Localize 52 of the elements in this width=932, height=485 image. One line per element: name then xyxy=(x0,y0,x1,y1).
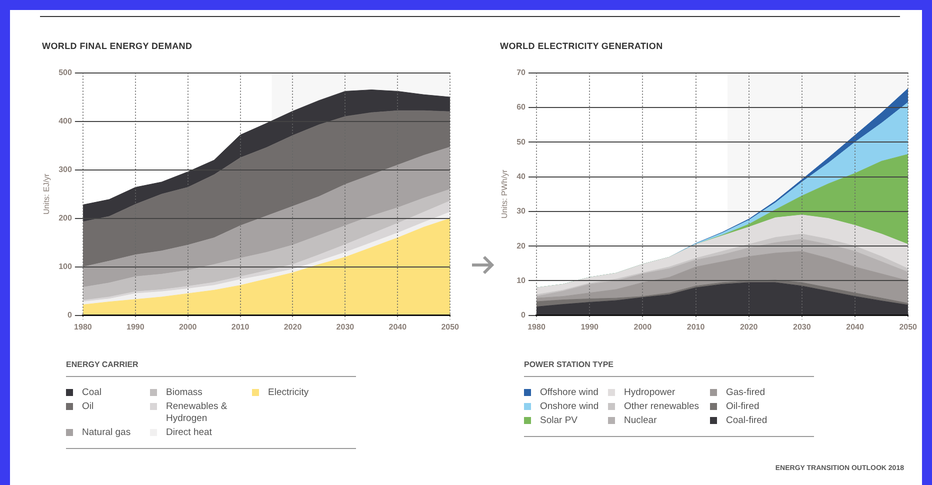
y-tick-label: 30 xyxy=(516,206,526,216)
y-tick-label: 300 xyxy=(58,165,72,174)
y-tick-label: 40 xyxy=(516,172,526,181)
y-tick-label: 50 xyxy=(516,137,526,146)
y-tick-label: 500 xyxy=(58,68,72,78)
x-tick-label: 2010 xyxy=(686,322,706,332)
legend-label: Gas-fired xyxy=(726,387,766,399)
x-tick-label: 1980 xyxy=(528,322,546,332)
x-tick-label: 2050 xyxy=(899,322,918,332)
y-axis-title: Units: EJ/yr xyxy=(42,173,52,215)
x-tick-label: 2020 xyxy=(740,322,758,332)
legend-label: Coal xyxy=(82,387,102,399)
legend-label: Coal-fired xyxy=(726,415,768,427)
legend-label: Onshore wind xyxy=(540,401,599,413)
legend-title: POWER STATION TYPE xyxy=(524,360,814,377)
y-tick-label: 100 xyxy=(58,262,72,272)
x-tick-label: 2000 xyxy=(634,322,652,332)
x-tick-label: 2030 xyxy=(793,322,812,332)
legend-label: Hydropower xyxy=(624,387,676,399)
legend-label: Electricity xyxy=(268,387,309,399)
y-tick-label: 0 xyxy=(67,310,72,320)
x-tick-label: 2000 xyxy=(178,322,198,332)
legend-label: Oil-fired xyxy=(726,401,760,413)
x-tick-label: 2050 xyxy=(441,322,460,332)
y-tick-label: 400 xyxy=(58,116,72,126)
legend-label: Natural gas xyxy=(82,427,131,439)
legend-label: Biomass xyxy=(166,387,202,399)
x-tick-label: 2020 xyxy=(284,322,302,332)
y-tick-label: 0 xyxy=(521,310,526,320)
x-tick-label: 2030 xyxy=(336,322,355,332)
y-tick-label: 10 xyxy=(516,276,526,285)
legend-label: Other renewables xyxy=(624,401,699,413)
x-tick-label: 2010 xyxy=(231,322,250,332)
x-tick-label: 1980 xyxy=(74,322,92,332)
chart-title: WORLD ELECTRICITY GENERATION xyxy=(500,41,663,51)
x-tick-label: 1990 xyxy=(126,322,145,332)
legend-label: Oil xyxy=(82,401,94,413)
legend-title: ENERGY CARRIER xyxy=(66,360,356,377)
y-tick-label: 20 xyxy=(516,241,526,250)
legend-label: Solar PV xyxy=(540,415,578,427)
legend-label: Direct heat xyxy=(166,427,212,439)
x-tick-label: 1990 xyxy=(580,322,600,332)
x-tick-label: 2040 xyxy=(846,322,864,332)
y-tick-label: 70 xyxy=(516,68,526,78)
chart-title: WORLD FINAL ENERGY DEMAND xyxy=(42,41,192,51)
x-tick-label: 2040 xyxy=(388,322,408,332)
y-axis-title: Units: PWh/yr xyxy=(500,169,510,219)
y-tick-label: 200 xyxy=(58,214,72,223)
y-tick-label: 60 xyxy=(516,102,526,112)
legend-label: Nuclear xyxy=(624,415,657,427)
legend-label: Offshore wind xyxy=(540,387,598,399)
legend-label: Renewables & Hydrogen xyxy=(166,401,228,425)
